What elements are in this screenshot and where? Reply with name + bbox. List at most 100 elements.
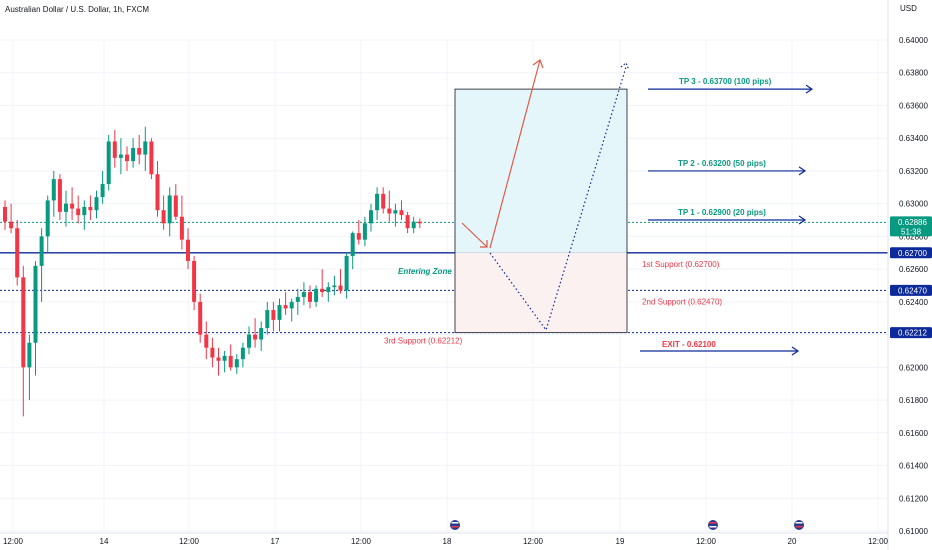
x-tick-label: 12:00 <box>696 537 717 546</box>
tp2-arrow-head <box>798 166 807 176</box>
candle-body <box>320 288 325 293</box>
candle-body <box>112 141 117 158</box>
candle-body <box>167 195 172 224</box>
candle-body <box>9 221 14 229</box>
candle-body <box>228 355 233 368</box>
candle-body <box>253 334 258 340</box>
x-tick-label: 12:00 <box>179 537 200 546</box>
economic-event-icons[interactable] <box>449 519 805 531</box>
candle-body <box>393 210 398 214</box>
candle-body <box>301 292 306 297</box>
x-tick-label: 12:00 <box>3 537 24 546</box>
candle-body <box>70 203 75 209</box>
chart-title: Australian Dollar / U.S. Dollar, 1h, FXC… <box>5 5 149 14</box>
flag-stripe <box>709 522 717 524</box>
candle-body <box>33 265 38 343</box>
price-badge <box>890 284 932 296</box>
candle-body <box>27 342 32 368</box>
y-tick-label: 0.61600 <box>899 429 928 438</box>
entry-arrow <box>461 222 488 248</box>
candle-body <box>271 310 276 320</box>
price-badge-label: 0.62470 <box>898 286 927 295</box>
entering-zone-label: Entering Zone <box>398 267 452 276</box>
alt-path-head <box>620 62 630 71</box>
x-tick-label: 12:00 <box>523 537 544 546</box>
candle-body <box>308 292 312 302</box>
stop-zone <box>455 252 627 333</box>
zone-border <box>454 88 628 334</box>
bull-path-arrow <box>489 59 541 249</box>
candle-body <box>155 174 160 211</box>
candle-body <box>76 208 81 216</box>
candle-body <box>179 216 184 240</box>
y-tick-label: 0.62000 <box>899 363 928 372</box>
y-tick-label: 0.63600 <box>899 101 928 110</box>
candle-body <box>186 239 190 261</box>
candle-body <box>326 287 331 293</box>
y-tick-label: 0.63000 <box>899 200 928 209</box>
candle-body <box>265 310 270 329</box>
candle-body <box>295 296 300 302</box>
support3-label: 3rd Support (0.62212) <box>384 337 463 346</box>
au-flag-icon <box>449 519 461 531</box>
candle-body <box>39 236 44 266</box>
candle-body <box>143 141 148 155</box>
candle-body <box>100 184 105 198</box>
tp2-label: TP 2 - 0.63200 (50 pips) <box>678 159 766 168</box>
trade-zone-box <box>454 88 628 334</box>
y-tick-label: 0.63800 <box>899 69 928 78</box>
candle-body <box>222 355 227 361</box>
candle-body <box>216 357 221 361</box>
flag-stripe <box>451 522 459 524</box>
candle-body <box>375 193 380 211</box>
tp1-arrow-head <box>798 215 807 225</box>
price-badge-label: 0.62700 <box>898 249 927 258</box>
candle-body <box>64 203 68 212</box>
x-tick-label: 12:00 <box>868 537 889 546</box>
tp3-label: TP 3 - 0.63700 (100 pips) <box>679 77 772 86</box>
candle-body <box>21 277 26 368</box>
candle-body <box>405 215 410 229</box>
x-tick-label: 14 <box>100 537 109 546</box>
time-axis[interactable]: 12:00 14 12:00 17 12:00 18 12:00 19 12:00 20 12:00 <box>0 532 889 546</box>
candle-body <box>149 141 154 175</box>
candle-body <box>350 233 355 257</box>
candle-body <box>106 141 111 185</box>
flag-stripe <box>795 526 803 528</box>
price-badge <box>890 327 932 339</box>
exit-label: EXIT - 0.62100 <box>662 340 716 349</box>
y-tick-label: 0.61000 <box>899 527 928 536</box>
au-flag-icon <box>793 519 805 531</box>
candle-body <box>198 301 203 335</box>
candle-body <box>45 200 50 237</box>
candle-body <box>399 210 404 216</box>
y-tick-label: 0.63400 <box>899 134 928 143</box>
candle-body <box>192 260 197 302</box>
candle-body <box>356 233 361 240</box>
y-tick-label: 0.62400 <box>899 298 928 307</box>
x-tick-label: 20 <box>788 537 797 546</box>
flag-stripe <box>709 526 717 528</box>
candle-body <box>381 193 386 209</box>
candle-body <box>411 221 416 229</box>
projection-drawings <box>461 59 814 356</box>
flag-stripe <box>795 522 803 524</box>
candle-body <box>94 197 99 211</box>
us-flag-icon <box>707 519 719 531</box>
tp3-arrow-head <box>805 84 814 94</box>
grid-lines <box>0 39 888 532</box>
currency-label: USD <box>900 4 917 13</box>
exit-arrow-head <box>791 346 800 356</box>
support1-label: 1st Support (0.62700) <box>642 260 720 269</box>
candle-body <box>57 179 62 212</box>
candle-body <box>210 347 215 358</box>
target-zone <box>455 89 627 253</box>
price-badge <box>890 247 932 259</box>
candle-body <box>125 154 129 162</box>
price-badge-label: 0.62212 <box>898 329 927 338</box>
candle-body <box>362 223 367 240</box>
price-axis[interactable]: 0.64000 0.63800 0.63600 0.63400 0.63200 0.630… <box>887 0 928 550</box>
candle-body <box>234 359 239 368</box>
